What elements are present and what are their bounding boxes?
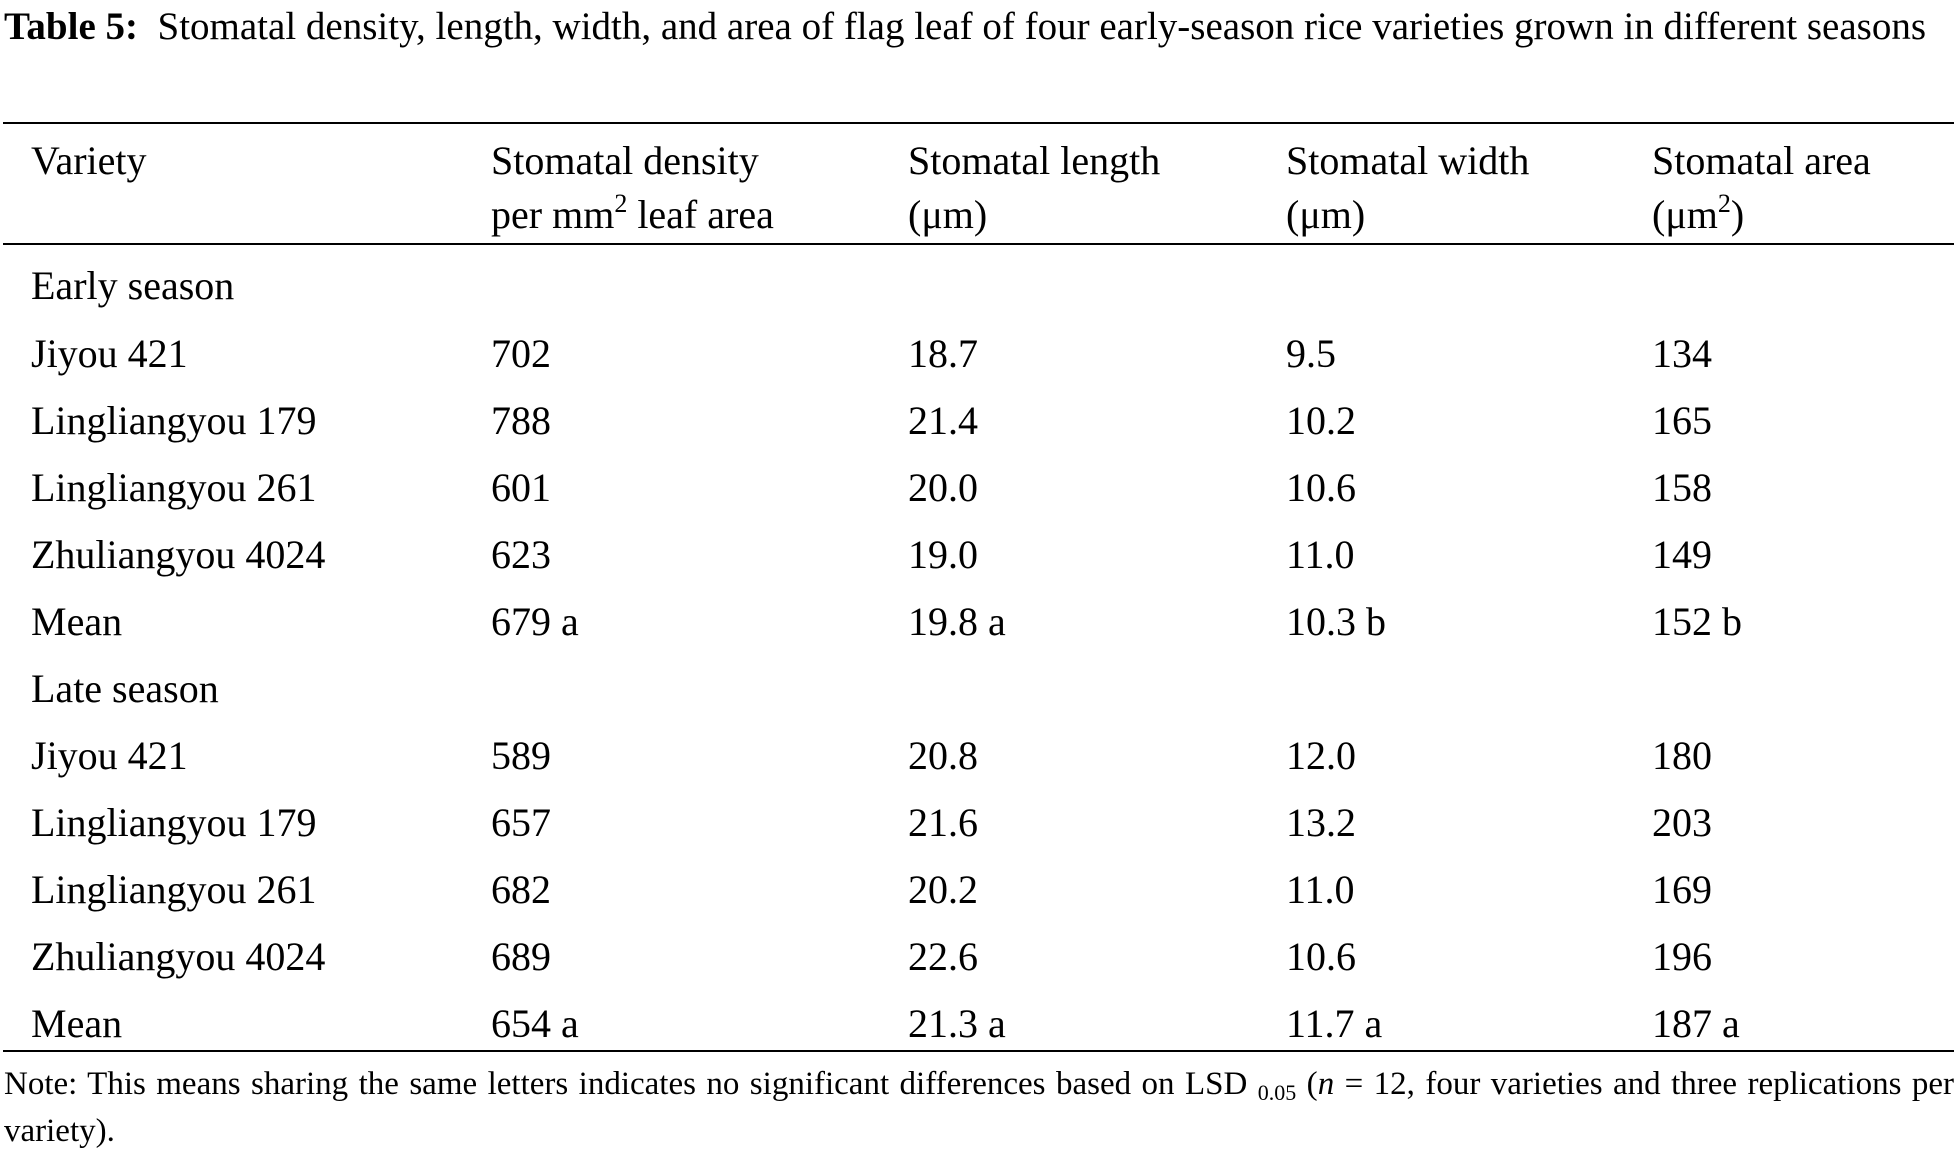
header-density-line2: per mm2 leaf area [491,188,774,242]
header-density-line1: Stomatal density [491,138,759,183]
caption-text: Stomatal density, length, width, and are… [157,5,1926,48]
bottom-rule [3,1050,1954,1052]
cell-length: 22.6 [908,934,978,979]
header-variety-label: Variety [31,138,147,183]
cell-width: 9.5 [1286,331,1336,376]
header-density: Stomatal density per mm2 leaf area [491,134,774,242]
cell-density: 601 [491,465,551,510]
header-length: Stomatal length (μm) [908,134,1160,242]
header-area-line1: Stomatal area [1652,138,1871,183]
cell-area: 196 [1652,934,1712,979]
cell-area: 187 a [1652,1001,1740,1046]
section-title-late: Late season [31,666,219,711]
cell-density: 623 [491,532,551,577]
cell-density: 702 [491,331,551,376]
cell-width: 11.0 [1286,867,1355,912]
note-subscript: 0.05 [1257,1080,1297,1105]
header-area-unit-post: ) [1730,192,1745,237]
cell-length: 19.8 a [908,599,1006,644]
header-area-sup: 2 [1717,189,1731,218]
cell-width: 11.7 a [1286,1001,1383,1046]
section-title-early: Early season [31,263,235,308]
cell-width: 13.2 [1286,800,1356,845]
cell-length: 21.6 [908,800,978,845]
header-width-line2: (μm) [1286,192,1366,237]
top-rule [3,122,1954,124]
cell-area: 165 [1652,398,1712,443]
note-n-symbol: n [1317,1066,1335,1102]
cell-width: 10.6 [1286,934,1356,979]
cell-variety: Mean [31,599,123,644]
cell-width: 10.6 [1286,465,1356,510]
cell-variety: Lingliangyou 261 [31,867,317,912]
cell-length: 20.0 [908,465,978,510]
cell-width: 10.2 [1286,398,1356,443]
cell-length: 21.3 a [908,1001,1006,1046]
header-density-unit-post: leaf area [627,192,774,237]
note-text: Note: This means sharing the same letter… [4,1066,1248,1102]
cell-density: 679 a [491,599,579,644]
cell-density: 788 [491,398,551,443]
cell-length: 20.2 [908,867,978,912]
cell-length: 19.0 [908,532,978,577]
header-area-unit: (μm [1652,192,1718,237]
header-length-line2: (μm) [908,192,988,237]
header-variety: Variety [31,134,147,188]
cell-area: 134 [1652,331,1712,376]
header-rule [3,243,1954,245]
cell-area: 203 [1652,800,1712,845]
header-length-line1: Stomatal length [908,138,1161,183]
cell-density: 654 a [491,1001,579,1046]
cell-width: 12.0 [1286,733,1356,778]
cell-length: 18.7 [908,331,978,376]
cell-variety: Jiyou 421 [31,733,188,778]
cell-variety: Mean [31,1001,123,1046]
note-paren: ( [1296,1066,1318,1102]
header-density-unit: per mm [491,192,615,237]
header-width-line1: Stomatal width [1286,138,1530,183]
cell-variety: Lingliangyou 179 [31,398,317,443]
header-width: Stomatal width (μm) [1286,134,1529,242]
header-density-sup: 2 [614,189,628,218]
cell-width: 10.3 b [1286,599,1386,644]
cell-area: 152 b [1652,599,1742,644]
cell-area: 169 [1652,867,1712,912]
table-note: Note: This means sharing the same letter… [4,1061,1954,1155]
cell-density: 682 [491,867,551,912]
header-area-line2: (μm2) [1652,188,1871,242]
cell-width: 11.0 [1286,532,1355,577]
cell-variety: Lingliangyou 179 [31,800,317,845]
header-area: Stomatal area (μm2) [1652,134,1871,242]
cell-area: 158 [1652,465,1712,510]
table-caption: Table 5: Stomatal density, length, width… [4,0,1954,54]
cell-density: 657 [491,800,551,845]
cell-area: 180 [1652,733,1712,778]
cell-density: 689 [491,934,551,979]
note-tail: = 12, four varieties and three replicati… [4,1066,1954,1149]
cell-length: 20.8 [908,733,978,778]
cell-variety: Lingliangyou 261 [31,465,317,510]
cell-variety: Jiyou 421 [31,331,188,376]
cell-length: 21.4 [908,398,978,443]
cell-variety: Zhuliangyou 4024 [31,934,326,979]
table-label: Table 5: [4,5,139,48]
cell-area: 149 [1652,532,1712,577]
cell-density: 589 [491,733,551,778]
cell-variety: Zhuliangyou 4024 [31,532,326,577]
